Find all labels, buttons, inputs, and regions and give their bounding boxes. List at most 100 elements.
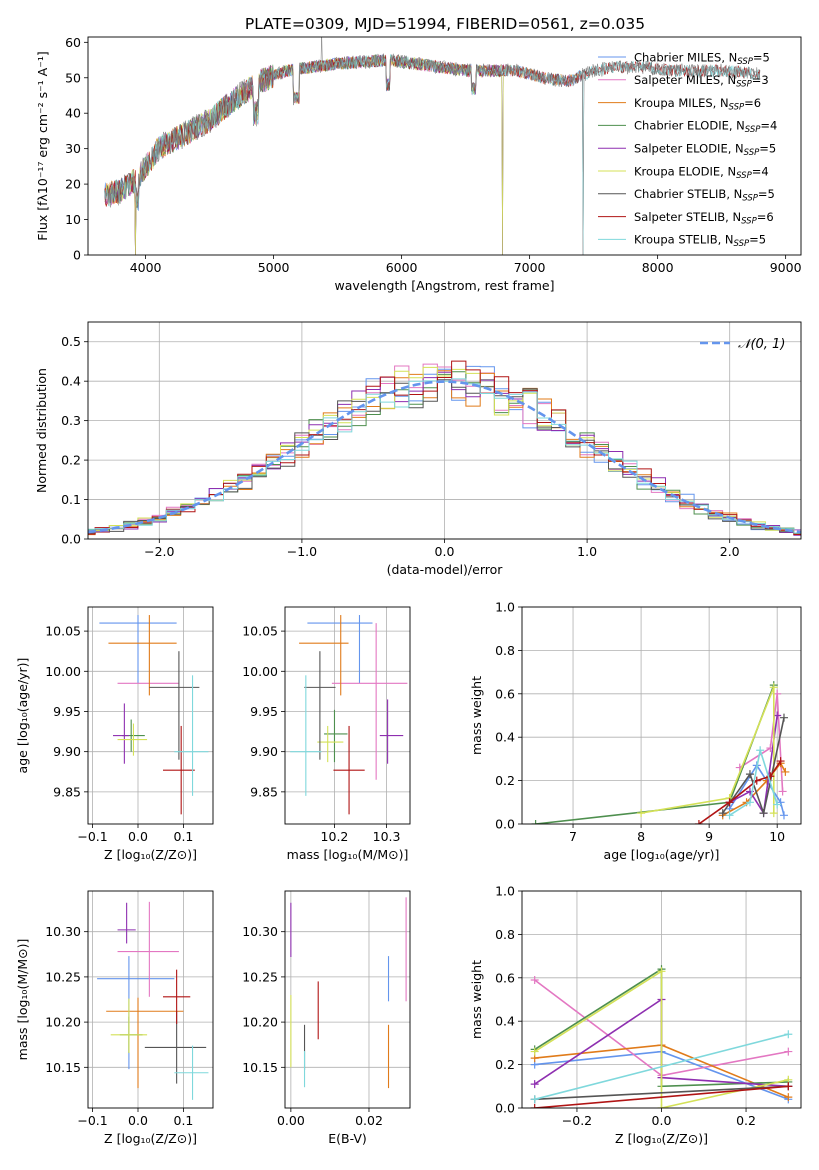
- x-tick-label: −2.0: [144, 544, 174, 559]
- weight-marker: [694, 820, 703, 824]
- x-tick-label: 0.1: [174, 1113, 194, 1128]
- y-tick-label: 0.1: [61, 492, 81, 507]
- y-tick-label: 0.0: [495, 817, 515, 832]
- x-tick-label: 0.02: [355, 1113, 383, 1128]
- y-axis-label: mass weight: [469, 676, 484, 755]
- y-axis-label: Flux [fλ10⁻¹⁷ erg cm⁻² s⁻¹ A⁻¹]: [35, 51, 50, 240]
- y-tick-label: 60: [65, 35, 81, 50]
- legend-entry: Salpeter ELODIE, NSSP=5: [634, 142, 776, 159]
- legend-entry: Salpeter MILES, NSSP=3: [634, 73, 769, 90]
- panel-spectrum: 4000 5000 6000 7000 8000 9000 0 10 20 30 40 50 60 wav…: [35, 35, 802, 293]
- x-tick-label: 0.2: [736, 1113, 756, 1128]
- weight-marker: [530, 975, 539, 984]
- weight-marker: [769, 683, 778, 692]
- weight-line: [534, 1085, 789, 1108]
- plot-area: [99, 615, 209, 815]
- y-tick-label: 9.95: [53, 704, 81, 719]
- x-tick-label: 0.0: [128, 829, 148, 844]
- x-axis-label: Z [log₁₀(Z/Z⊙)]: [104, 1131, 197, 1146]
- weight-marker: [759, 809, 768, 818]
- weight-marker: [745, 798, 754, 807]
- weight-marker: [725, 811, 734, 820]
- weight-marker: [773, 800, 782, 809]
- y-tick-label: 10.20: [242, 1015, 278, 1030]
- weight-marker: [776, 757, 785, 766]
- y-tick-label: 9.90: [53, 744, 81, 759]
- weight-line: [534, 1033, 789, 1101]
- weight-marker: [530, 1047, 539, 1056]
- plot-area: [97, 901, 209, 1100]
- spectrum-line: [104, 54, 582, 255]
- y-tick-label: 9.95: [250, 704, 278, 719]
- y-tick-label: 0.2: [495, 1057, 515, 1072]
- y-tick-label: 10.20: [45, 1015, 81, 1030]
- legend-entry: Chabrier ELODIE, NSSP=4: [634, 119, 777, 136]
- weight-marker: [784, 1082, 793, 1091]
- plot-area: [104, 37, 761, 255]
- legend-entry: Kroupa ELODIE, NSSP=4: [634, 164, 769, 181]
- x-axis-label: (data-model)/error: [387, 562, 504, 577]
- weight-line: [534, 1085, 789, 1101]
- weight-line: [534, 969, 789, 1108]
- weight-line: [535, 684, 775, 824]
- y-tick-label: 10.30: [242, 924, 278, 939]
- x-tick-label: 8000: [642, 260, 674, 275]
- weight-marker: [779, 713, 788, 722]
- y-tick-label: 30: [65, 141, 81, 156]
- weight-line: [729, 715, 778, 816]
- x-tick-label: 6000: [386, 260, 418, 275]
- y-tick-label: 0.3: [61, 413, 81, 428]
- x-axis-label: Z [log₁₀(Z/Z⊙)]: [615, 1131, 708, 1146]
- panel-residuals: −2.0 −1.0 0.0 1.0 2.0 0.0 0.1 0.2 0.3 0.4 0.5 (data…: [34, 321, 802, 577]
- y-tick-label: 0.0: [495, 1101, 515, 1116]
- y-tick-label: 1.0: [495, 600, 515, 615]
- figure-title: PLATE=0309, MJD=51994, FIBERID=0561, z=0…: [245, 15, 645, 33]
- y-tick-label: 50: [65, 70, 81, 85]
- x-tick-label: 1.0: [577, 544, 597, 559]
- weight-marker: [530, 1104, 539, 1108]
- y-tick-label: 10.25: [45, 969, 81, 984]
- legend-entry: Chabrier STELIB, NSSP=5: [634, 187, 775, 204]
- x-tick-label: 2.0: [720, 544, 740, 559]
- y-tick-label: 9.85: [250, 784, 278, 799]
- axes-frame: [87, 606, 214, 825]
- x-tick-label: 0.0: [652, 1113, 672, 1128]
- y-tick-label: 0.2: [495, 773, 515, 788]
- x-tick-label: −0.1: [77, 1113, 107, 1128]
- x-tick-label: 5000: [258, 260, 290, 275]
- y-tick-label: 0.8: [495, 927, 515, 942]
- spectrum-line: [104, 54, 761, 255]
- weight-marker: [657, 967, 666, 976]
- plot-area: [531, 681, 790, 824]
- axes-frame: [87, 321, 802, 540]
- weight-line: [739, 693, 784, 792]
- x-axis-label: age [log₁₀(age/yr)]: [604, 847, 720, 862]
- y-tick-label: 0.8: [495, 643, 515, 658]
- x-tick-label: 10.2: [321, 829, 349, 844]
- histogram-step: [88, 370, 801, 536]
- y-axis-label: mass weight: [469, 960, 484, 1039]
- axes-frame: [284, 606, 411, 825]
- plot-area: [530, 965, 793, 1108]
- y-tick-label: 10.15: [45, 1060, 81, 1075]
- y-tick-label: 10: [65, 212, 81, 227]
- y-tick-label: 0: [73, 248, 81, 263]
- observed-spectrum: [104, 37, 761, 208]
- panel-weight-vs-Z: −0.2 0.0 0.2 0.0 0.2 0.4 0.6 0.8 1.0 Z [log₁₀(Z/Z…: [469, 884, 802, 1146]
- x-tick-label: 8: [637, 829, 645, 844]
- axes-frame: [521, 890, 802, 1109]
- y-tick-label: 0.4: [495, 1014, 515, 1029]
- panel-mass-vs-ebv: 0.00 0.02 10.15 10.20 10.25 10.30 E(B-V): [242, 890, 411, 1146]
- y-tick-label: 20: [65, 177, 81, 192]
- panel-weight-vs-age: 7 8 9 10 0.0 0.2 0.4 0.6 0.8 1.0 age [log₁₀(age/yr…: [469, 600, 802, 862]
- y-axis-label: Normed distribution: [34, 368, 49, 493]
- x-tick-label: 0.0: [435, 544, 455, 559]
- x-tick-label: −0.2: [562, 1113, 592, 1128]
- x-tick-label: 0.1: [174, 829, 194, 844]
- y-tick-label: 0.4: [61, 374, 81, 389]
- y-axis-label: age [log₁₀(age/yr)]: [15, 658, 30, 774]
- y-tick-label: 9.90: [250, 744, 278, 759]
- x-tick-label: 9000: [770, 260, 802, 275]
- y-tick-label: 9.85: [53, 784, 81, 799]
